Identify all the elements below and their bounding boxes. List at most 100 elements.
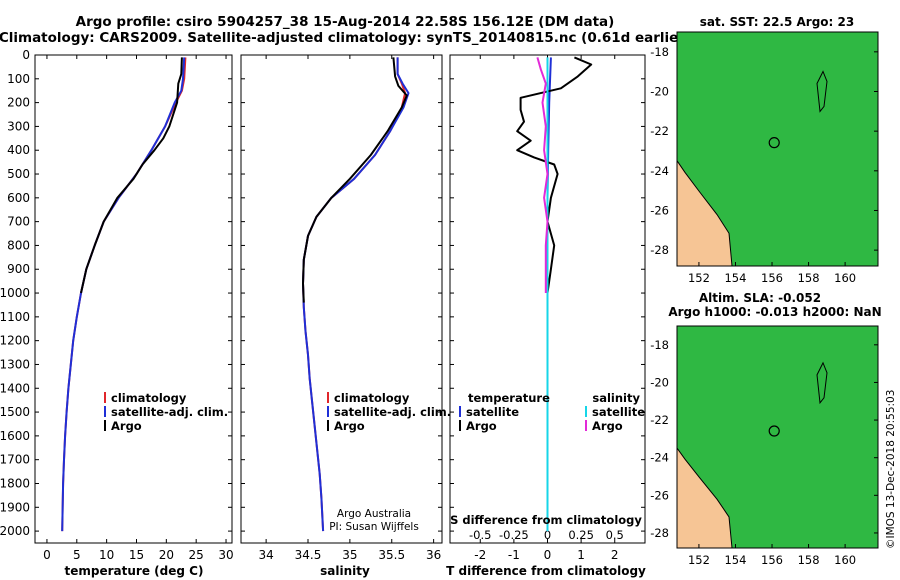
lon-label: 156 (761, 271, 783, 285)
x-tick-label: -2 (474, 548, 486, 562)
sla-map-title-2: Argo h1000: -0.013 h2000: NaN (668, 305, 881, 319)
legend-swatch-climatology (327, 392, 329, 403)
legend-swatch-s-argo (585, 420, 587, 431)
x-tick-label: 0 (544, 548, 552, 562)
y-tick-label: 800 (7, 238, 30, 252)
map-frame (676, 31, 879, 267)
y-tick-label: 0 (22, 48, 30, 62)
salinity-xlabel: salinity (320, 564, 370, 578)
y-tick-label: 1300 (0, 357, 30, 371)
legend-label-argo: Argo (111, 419, 142, 433)
lat-label: -22 (650, 124, 669, 138)
x-tick-label: 5 (73, 548, 81, 562)
y-tick-label: 500 (7, 167, 30, 181)
lat-label: -20 (650, 375, 669, 389)
legend-title-temperature: temperature (468, 391, 550, 405)
y-tick-label: 1700 (0, 453, 30, 467)
salinity-panel: 34 34.5 35 35.5 36 (240, 54, 443, 562)
x-tick-label: 2 (611, 548, 619, 562)
temperature-legend: climatology satellite-adj. clim. Argo (104, 391, 228, 433)
x-tick-label: 35.5 (378, 548, 405, 562)
x-tick-label: 10 (99, 548, 114, 562)
s-tick-label: 0.25 (568, 528, 594, 542)
legend-swatch-satellite (327, 406, 329, 417)
lat-label: -26 (650, 203, 669, 217)
reef-outline (816, 70, 828, 113)
x-tick-label: 30 (218, 548, 233, 562)
lon-label: 160 (834, 271, 856, 285)
s-tick-label: -0.5 (469, 528, 491, 542)
credit-line-1: Argo Australia (337, 508, 411, 520)
legend-label-t-argo: Argo (466, 419, 497, 433)
lon-label: 154 (724, 553, 746, 567)
s-tick-label: -0.25 (499, 528, 529, 542)
x-tick-label: 0 (43, 548, 51, 562)
difference-legend: temperature satellite Argo salinity sate… (450, 391, 645, 527)
x-tick-label: 1 (577, 548, 585, 562)
x-tick-label: 20 (159, 548, 174, 562)
y-tick-label: 2000 (0, 524, 30, 538)
y-tick-label: 1600 (0, 429, 30, 443)
lon-label: 158 (798, 553, 820, 567)
legend-swatch-climatology (104, 392, 106, 403)
legend-swatch-s-satellite (585, 406, 587, 417)
imos-watermark: ©IMOS 13-Dec-2018 20:55:03 (885, 390, 897, 549)
y-tick-label: 1000 (0, 286, 30, 300)
legend-swatch-satellite (104, 406, 106, 417)
s-tick-label: 0.5 (606, 528, 624, 542)
lat-label: -20 (650, 84, 669, 98)
y-tick-label: 700 (7, 215, 30, 229)
salinity-legend: climatology satellite-adj. clim. Argo Ar… (327, 391, 451, 533)
legend-label-argo: Argo (334, 419, 365, 433)
y-tick-label: 900 (7, 262, 30, 276)
y-tick-label: 1800 (0, 476, 30, 490)
lon-label: 152 (688, 553, 710, 567)
x-tick-label: 34 (258, 548, 273, 562)
legend-swatch-argo (104, 420, 106, 431)
legend-label-s-argo: Argo (592, 419, 623, 433)
y-tick-label: 400 (7, 143, 30, 157)
x-tick-label: 35 (342, 548, 357, 562)
legend-label-satellite: satellite-adj. clim. (111, 405, 228, 419)
x-tick-label: -1 (508, 548, 520, 562)
title-line-2: Climatology: CARS2009. Satellite-adjuste… (0, 30, 691, 46)
lon-label: 156 (761, 553, 783, 567)
credit-line-2: PI: Susan Wijffels (329, 521, 419, 533)
legend-label-climatology: climatology (111, 391, 187, 405)
lon-label: 160 (834, 553, 856, 567)
series-line (516, 56, 593, 294)
legend-label-climatology: climatology (334, 391, 410, 405)
y-tick-label: 1500 (0, 405, 30, 419)
profile-marker (768, 425, 780, 437)
s-difference-label: S difference from climatology (450, 513, 642, 527)
lon-label: 152 (688, 271, 710, 285)
x-tick-label: 15 (129, 548, 144, 562)
reef-outline (816, 361, 828, 405)
y-tick-label: 1100 (0, 310, 30, 324)
series-line (80, 57, 183, 294)
plot-frame (34, 54, 233, 544)
lat-label: -24 (650, 451, 669, 465)
x-tick-label: 36 (426, 548, 441, 562)
y-tick-label: 1900 (0, 500, 30, 514)
difference-xlabel: T difference from climatology (446, 564, 646, 578)
title-line-1: Argo profile: csiro 5904257_38 15-Aug-20… (76, 14, 615, 30)
lat-label: -26 (650, 488, 669, 502)
map-frame (676, 325, 879, 549)
y-tick-label: 1200 (0, 334, 30, 348)
lat-label: -18 (650, 45, 669, 59)
depth-axis-labels: 0 100 200 300 400 500 600 700 800 900 1000 1100 1200… (0, 48, 30, 538)
temperature-panel: 0 5 10 15 20 25 30 (34, 54, 234, 562)
y-tick-label: 100 (7, 72, 30, 86)
x-tick-label: 34.5 (295, 548, 322, 562)
sst-map-title: sat. SST: 22.5 Argo: 23 (700, 15, 854, 29)
lat-label: -28 (650, 243, 669, 257)
legend-swatch-t-argo (459, 420, 461, 431)
lat-label: -28 (650, 526, 669, 540)
plot-frame (240, 54, 443, 544)
sla-map-title-1: Altim. SLA: -0.052 (699, 291, 821, 305)
lat-label: -24 (650, 164, 669, 178)
y-tick-label: 1400 (0, 381, 30, 395)
y-tick-label: 600 (7, 191, 30, 205)
